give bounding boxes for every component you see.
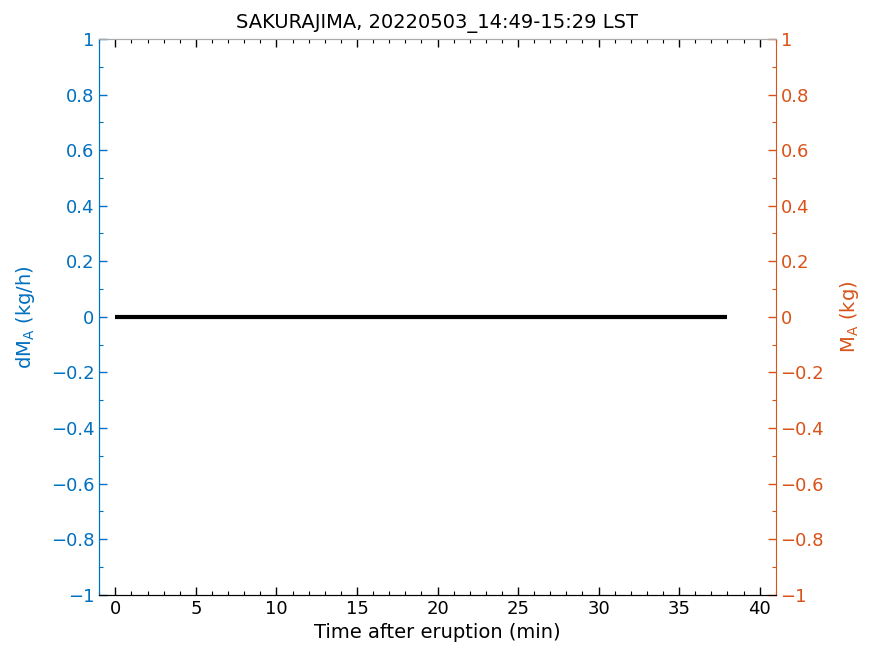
Title: SAKURAJIMA, 20220503_14:49-15:29 LST: SAKURAJIMA, 20220503_14:49-15:29 LST: [236, 14, 639, 33]
X-axis label: Time after eruption (min): Time after eruption (min): [314, 623, 561, 642]
Y-axis label: $\mathrm{M_A}$ (kg): $\mathrm{M_A}$ (kg): [838, 281, 861, 353]
Y-axis label: $\mathrm{dM_A}$ (kg/h): $\mathrm{dM_A}$ (kg/h): [14, 265, 37, 369]
